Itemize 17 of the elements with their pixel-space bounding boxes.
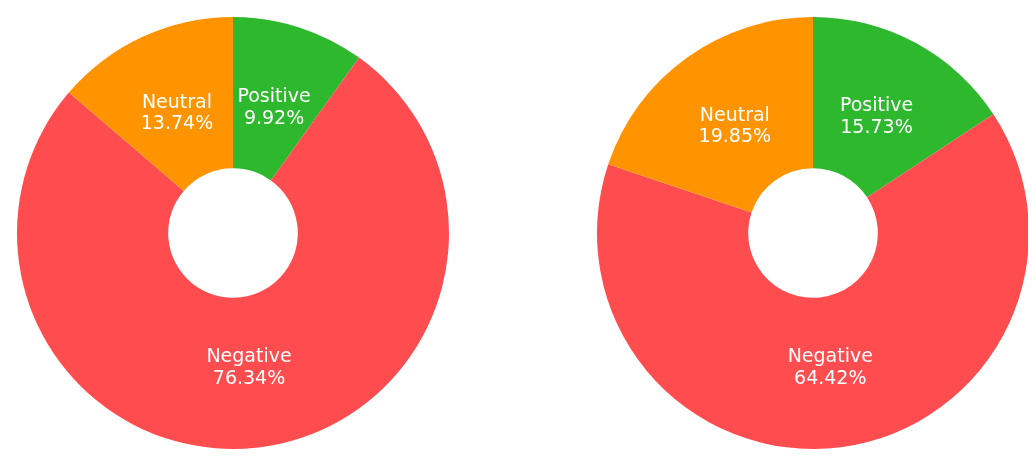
data-label: 9.92% [243, 105, 305, 128]
slice-label: Negative [787, 344, 873, 366]
donut-slice [17, 57, 449, 449]
data-label: 15.73% [840, 115, 913, 138]
data-label: 19.85% [698, 124, 772, 147]
slice-label: Positive [237, 83, 311, 106]
data-label: 64.42% [794, 365, 867, 388]
donut-slice [813, 17, 994, 198]
data-label: 13.74% [140, 111, 214, 134]
slice-label: Positive [839, 93, 914, 116]
donut-slice [608, 17, 813, 213]
slice-label: Negative [206, 344, 292, 367]
data-label: 76.34% [212, 366, 286, 389]
donut-slice [233, 17, 360, 181]
slice-label: Neutral [141, 89, 213, 112]
donut-slice [68, 17, 233, 191]
slice-label: Neutral [699, 102, 770, 125]
